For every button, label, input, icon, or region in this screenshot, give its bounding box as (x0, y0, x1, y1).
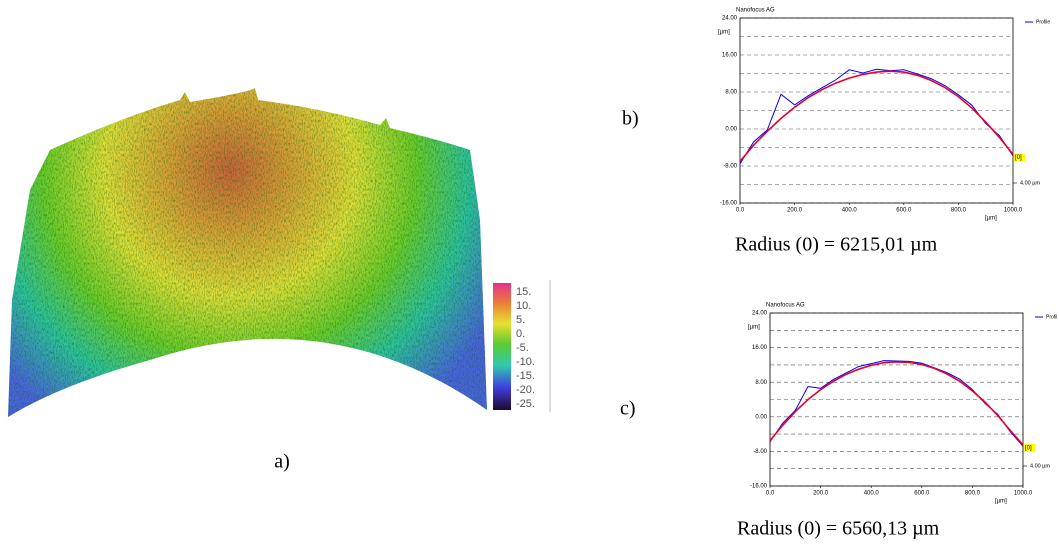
colorbar-tick-label: 15. (516, 286, 531, 298)
series-line (769, 360, 1024, 447)
end-label-box (1014, 153, 1025, 162)
colorbar-tick-label: 5. (516, 314, 525, 326)
scale-label: 4.00 µm (1020, 180, 1040, 186)
x-tick-label: 800.0 (951, 208, 967, 214)
x-unit: [µm] (985, 216, 997, 222)
plot-frame (739, 17, 1014, 204)
y-tick-label: -16.00 (720, 201, 738, 207)
series-line (739, 70, 1014, 162)
caption: Radius (0) = 6560,13 µm (737, 518, 940, 540)
surface-plot (8, 88, 551, 417)
panel-label: a) (274, 451, 290, 473)
y-tick-label: 24.00 (752, 311, 768, 317)
chart-title: Nanofocus AG (736, 8, 775, 14)
chart-title: Nanofocus AG (766, 303, 805, 309)
x-tick-label: 600.0 (914, 491, 930, 497)
x-tick-label: 1000.0 (1014, 491, 1033, 497)
x-tick-label: 600.0 (896, 208, 912, 214)
y-tick-label: 8.00 (755, 380, 767, 386)
scale-label: 4.00 µm (1030, 463, 1050, 469)
y-tick-label: 24.00 (722, 16, 738, 22)
end-label-box (1024, 443, 1035, 452)
panel-label: b) (622, 108, 639, 130)
x-tick-label: 400.0 (842, 208, 858, 214)
colorbar-tick-label: -25. (516, 398, 535, 410)
surface-texture (8, 88, 487, 417)
colorbar-tick-label: 10. (516, 300, 531, 312)
x-tick-label: 200.0 (813, 491, 829, 497)
plot-frame (769, 312, 1024, 487)
panel-label: c) (620, 398, 636, 420)
x-unit: [µm] (995, 499, 1007, 505)
y-unit: [µm] (748, 325, 760, 331)
y-tick-label: 0.00 (725, 127, 737, 133)
y-tick-label: 0.00 (755, 414, 767, 420)
y-tick-label: -8.00 (753, 449, 767, 455)
colorbar (493, 283, 511, 410)
x-tick-label: 800.0 (965, 491, 981, 497)
end-label: [0] (1025, 445, 1032, 451)
colorbar-tick-label: -15. (516, 370, 535, 382)
x-tick-label: 400.0 (864, 491, 880, 497)
x-tick-label: 0.0 (736, 208, 745, 214)
y-tick-label: -16.00 (750, 484, 768, 490)
end-label: [0] (1015, 155, 1022, 161)
y-tick-label: 16.00 (722, 53, 738, 59)
colorbar-tick-label: -10. (516, 356, 535, 368)
y-tick-label: -8.00 (723, 164, 737, 170)
series-line (769, 361, 1024, 446)
colorbar-tick-label: -20. (516, 384, 535, 396)
series-line (739, 68, 1014, 164)
colorbar-tick-label: 0. (516, 328, 525, 340)
caption: Radius (0) = 6215,01 µm (735, 234, 938, 256)
y-unit: [µm] (718, 30, 730, 36)
x-tick-label: 0.0 (766, 491, 775, 497)
x-tick-label: 1000.0 (1004, 208, 1023, 214)
legend-label: Profile (1036, 19, 1050, 25)
x-tick-label: 200.0 (787, 208, 803, 214)
y-tick-label: 16.00 (752, 345, 768, 351)
colorbar-tick-label: -5. (516, 342, 529, 354)
y-tick-label: 8.00 (725, 90, 737, 96)
legend-label: Profil (1046, 314, 1057, 320)
